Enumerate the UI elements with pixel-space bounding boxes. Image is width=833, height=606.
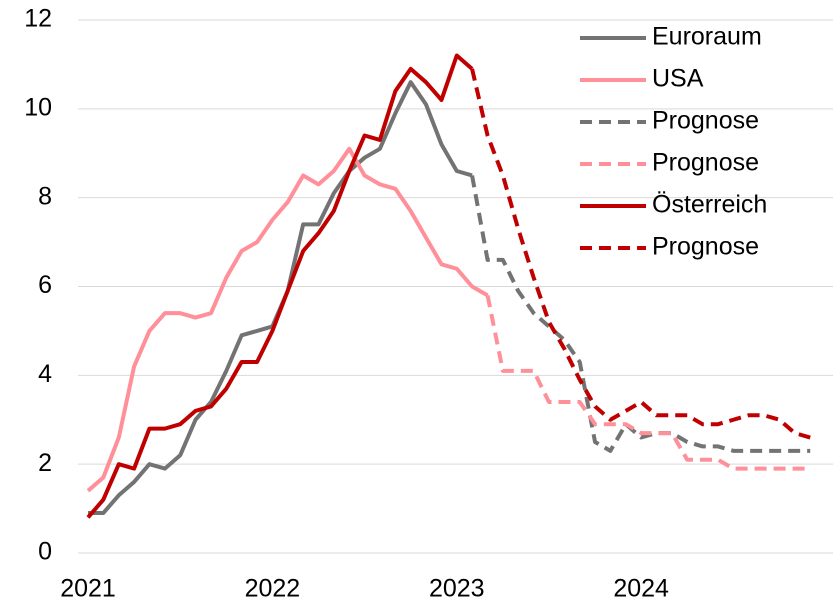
y-tick-label: 12 — [24, 5, 52, 33]
y-tick-label: 2 — [38, 449, 52, 477]
y-tick-label: 4 — [38, 360, 52, 388]
y-tick-label: 6 — [38, 271, 52, 299]
y-tick-label: 0 — [38, 538, 52, 566]
legend-label: Euroraum — [652, 23, 762, 51]
x-tick-label: 2024 — [613, 575, 669, 603]
legend-label: Prognose — [652, 149, 759, 177]
legend-label: Österreich — [652, 191, 767, 219]
legend-label: USA — [652, 65, 704, 93]
y-tick-label: 10 — [24, 93, 52, 121]
series-line — [470, 68, 811, 440]
legend-label: Prognose — [652, 233, 759, 261]
series-line — [86, 146, 489, 493]
x-tick-label: 2023 — [429, 575, 485, 603]
series-line — [88, 80, 473, 516]
y-tick-label: 8 — [38, 182, 52, 210]
x-tick-label: 2021 — [60, 575, 116, 603]
series-line — [485, 294, 811, 471]
series-line — [86, 53, 474, 519]
series-line — [470, 175, 811, 453]
x-tick-label: 2022 — [245, 575, 301, 603]
legend-label: Prognose — [652, 107, 759, 135]
